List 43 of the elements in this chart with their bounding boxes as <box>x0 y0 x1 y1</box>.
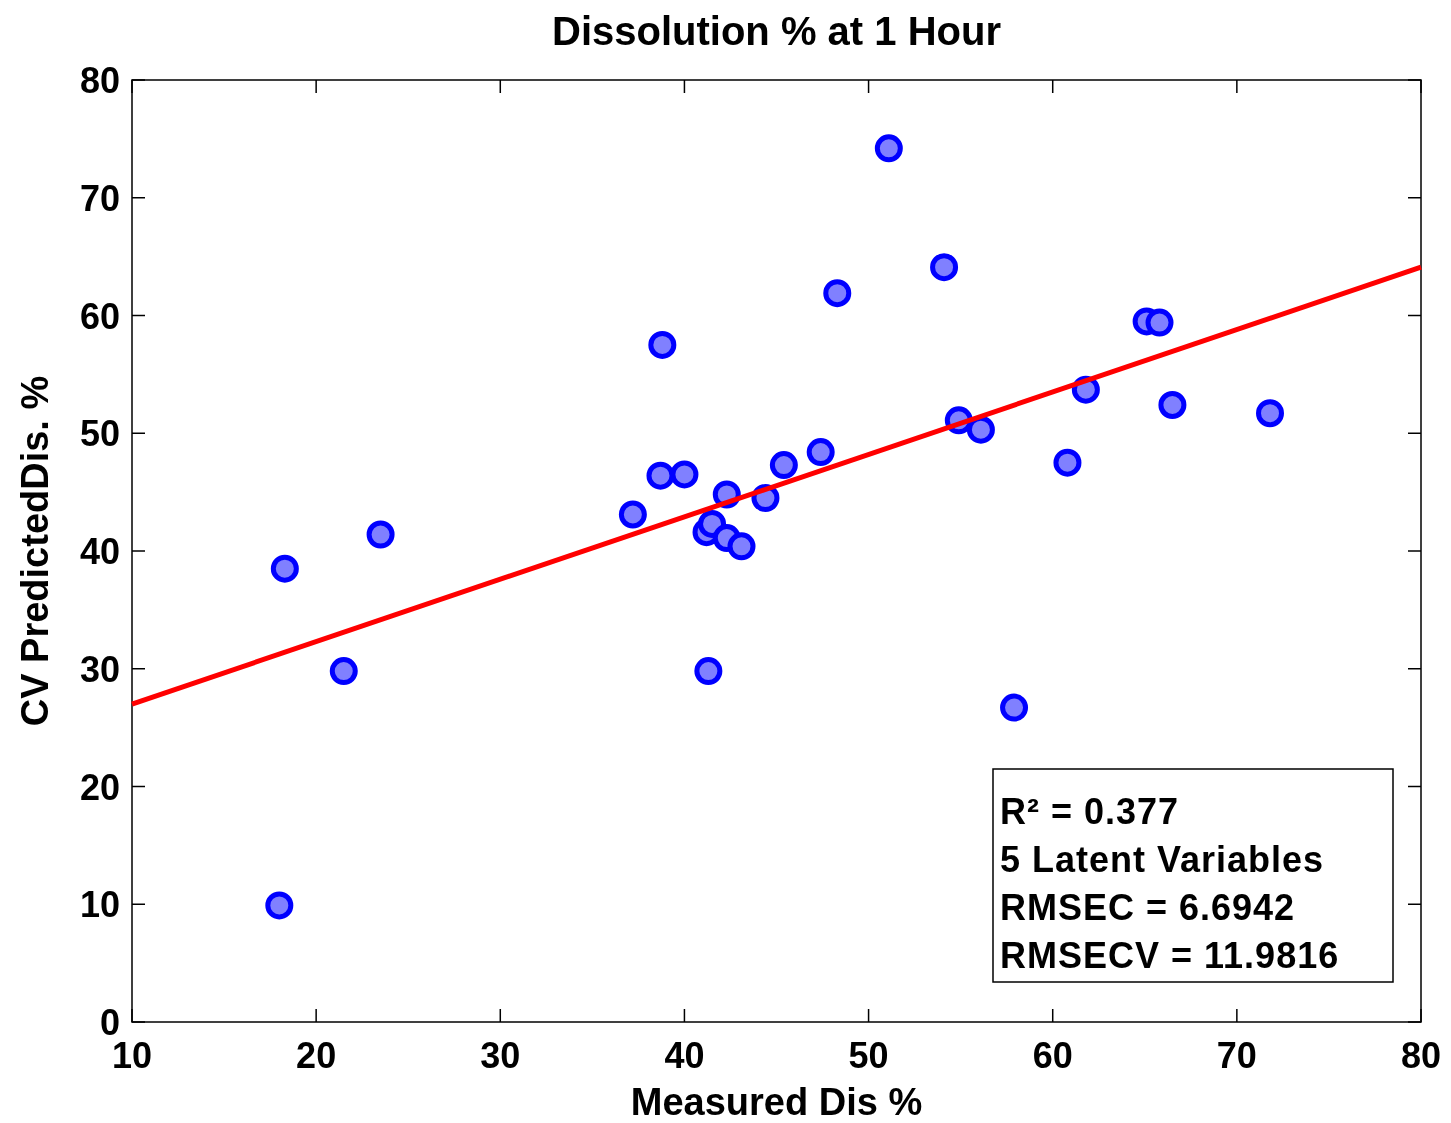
annotation: RMSECV = 11.9816 <box>1000 935 1340 976</box>
x-tick-label: 20 <box>296 1035 337 1076</box>
point <box>930 253 959 282</box>
point <box>823 279 852 308</box>
x-tick-label: 80 <box>1400 1035 1442 1076</box>
y-tick-label: 80 <box>79 60 120 101</box>
point <box>329 657 358 686</box>
point <box>366 520 395 549</box>
point <box>769 451 798 480</box>
point <box>648 330 677 359</box>
y-tick-label: 50 <box>79 413 120 455</box>
x-tick-label: 50 <box>848 1035 889 1076</box>
y-tick-label: 10 <box>79 884 120 926</box>
point <box>270 554 299 583</box>
y-tick-label: 40 <box>79 531 120 572</box>
point <box>966 415 995 444</box>
point <box>265 891 294 920</box>
annotation: 5 Latent Variables <box>1000 839 1325 880</box>
point <box>646 461 675 490</box>
y-tick-label: 30 <box>79 648 120 690</box>
x-tick-label: 70 <box>1216 1035 1257 1076</box>
y-tick-label: 60 <box>79 295 120 337</box>
point <box>618 500 647 529</box>
x-tick-label: 60 <box>1032 1035 1073 1076</box>
point <box>1053 448 1082 477</box>
y-axis-title: CV PredictedDis. % <box>14 375 56 727</box>
point <box>1145 308 1174 337</box>
annotation: R² = 0.377 <box>1000 791 1180 832</box>
annotation: RMSEC = 6.6942 <box>1000 887 1296 928</box>
point <box>874 134 903 163</box>
x-axis-title: Measured Dis % <box>630 1081 923 1123</box>
chart-title: Dissolution % at 1 Hour <box>552 9 1001 53</box>
point <box>694 657 723 686</box>
point <box>1158 390 1187 419</box>
y-tick-label: 70 <box>79 177 120 219</box>
point <box>806 438 835 467</box>
x-tick-label: 40 <box>664 1035 705 1076</box>
point <box>670 460 699 489</box>
x-tick-label: 30 <box>480 1035 521 1076</box>
point <box>1256 399 1284 428</box>
point <box>1000 693 1029 722</box>
point <box>727 532 756 561</box>
y-tick-label: 20 <box>79 766 120 808</box>
